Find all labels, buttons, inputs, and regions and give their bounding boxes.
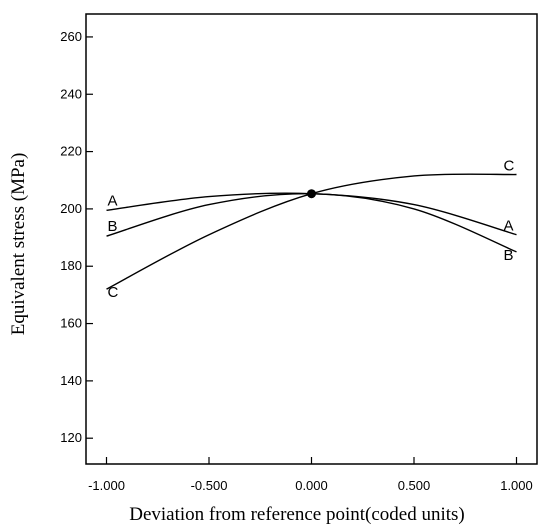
- y-tick-label: 200: [60, 201, 82, 216]
- curve-label-c-right: C: [504, 158, 515, 175]
- plot-frame: [85, 13, 538, 465]
- y-tick-label: 240: [60, 86, 82, 101]
- y-tick-label: 180: [60, 258, 82, 273]
- curve-label-b-right: B: [504, 247, 514, 264]
- x-axis-title: Deviation from reference point(coded uni…: [129, 504, 465, 525]
- x-axis: -1.000 -0.500 0.000 0.500 1.000: [88, 457, 533, 493]
- reference-point-marker: [307, 189, 316, 199]
- y-axis-title: Equivalent stress (MPa): [8, 153, 29, 336]
- curve-b: [106, 192, 517, 253]
- y-tick-label: 220: [60, 144, 82, 159]
- x-tick-label: 0.500: [398, 478, 431, 493]
- x-tick-label: 1.000: [500, 478, 533, 493]
- curve-label-a-right: A: [504, 218, 514, 235]
- curve-label-b-left: B: [108, 218, 118, 235]
- curve-label-c-left: C: [108, 284, 119, 301]
- y-tick-label: 140: [60, 373, 82, 388]
- y-tick-label: 160: [60, 316, 82, 331]
- x-tick-label: 0.000: [295, 478, 328, 493]
- curve-a: [106, 192, 517, 236]
- y-tick-label: 260: [60, 29, 82, 44]
- y-axis: 120 140 160 180 200 220 240 260: [60, 29, 93, 445]
- y-tick-label: 120: [60, 430, 82, 445]
- curve-label-a-left: A: [108, 192, 118, 209]
- x-tick-label: -1.000: [88, 478, 125, 493]
- x-tick-label: -0.500: [191, 478, 228, 493]
